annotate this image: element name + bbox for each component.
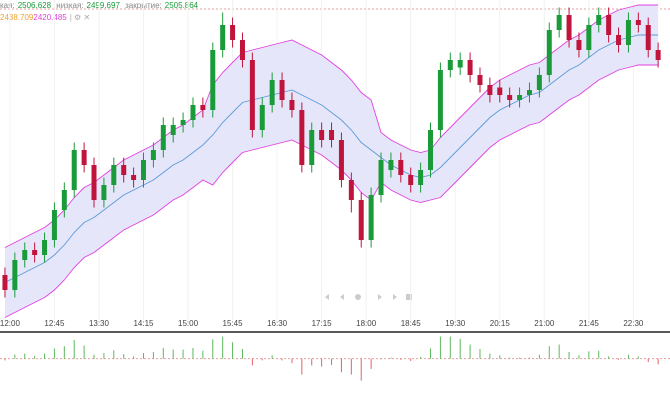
x-tick-label: 18:00 [356,319,377,328]
candle-body [289,100,295,110]
x-tick-label: 15:00 [178,319,199,328]
candle-body [329,130,335,140]
candle-body [368,195,374,240]
x-tick-label: 17:15 [312,319,333,328]
candle-body [428,130,434,170]
candle-body [200,105,206,110]
candle-body [457,60,463,68]
candle-body [269,80,275,105]
candle-body [249,60,255,130]
candle-body [616,35,622,45]
candle-body [655,50,661,60]
candle-body [309,130,315,165]
candle-body [507,95,513,100]
indicator-line [4,34,659,283]
candle-body [398,160,404,175]
nav-controls[interactable] [325,294,412,300]
indicator-icons[interactable]: | ⚙ ✕ [69,13,91,22]
candle-body [220,25,226,50]
candle-body [536,75,542,90]
candle-body [12,260,18,290]
candle-body [141,160,147,180]
candle-body [81,150,87,165]
candle-body [586,25,592,50]
plot: RATINGSFOREX12:0012:4513:3014:1515:0015:… [0,0,670,381]
candle-body [437,70,443,130]
candle-body [239,40,245,60]
candle-body [408,175,414,185]
x-tick-label: 12:00 [0,319,20,328]
candle-body [388,160,394,170]
candle-body [645,25,651,50]
indicator-header: 2438.7092420.485 | ⚙ ✕ [0,13,93,22]
candle-body [71,150,77,190]
x-tick-label: 14:15 [133,319,154,328]
candle-body [566,15,572,40]
x-tick-label: 13:30 [89,319,110,328]
indicator-value: 2420.485 [33,13,67,22]
x-tick-label: 16:30 [267,319,288,328]
header-value: 2499.697 [86,1,120,10]
candle-body [625,20,631,45]
candle-body [635,20,641,25]
candle-body [131,175,137,180]
candle-body [22,250,28,260]
candle-body [210,50,216,110]
candle-body [447,60,453,70]
candle-body [150,150,156,160]
candle-body [556,15,562,30]
x-tick-label: 19:30 [445,319,466,328]
candle-body [279,80,285,100]
header-value: 2506.628 [17,1,52,10]
band-fill [4,5,659,318]
candle-body [160,125,166,150]
candle-body [497,87,503,95]
candle-body [299,110,305,165]
x-tick-label: 18:45 [401,319,422,328]
header-value: 2505.864 [164,1,199,10]
candle-body [348,180,354,200]
candle-body [517,95,523,100]
candle-body [378,160,384,195]
x-tick-label: 15:45 [223,319,244,328]
candle-body [111,165,117,185]
header-label: кая: [0,1,15,10]
candle-body [91,165,97,200]
indicator-value: 2438.709 [0,13,34,22]
candle-body [180,120,186,125]
x-tick-label: 22:30 [623,319,644,328]
candle-body [101,185,107,200]
indicator-line [4,64,659,318]
candle-body [526,90,532,95]
candle-body [467,60,473,75]
candle-body [121,165,127,175]
candle-body [190,105,196,120]
x-tick-label: 12:45 [44,319,65,328]
candle-body [487,85,493,95]
candle-body [2,275,8,290]
candle-body [477,75,483,85]
x-tick-label: 21:00 [534,319,555,328]
candle-body [230,25,236,40]
candle-body [546,30,552,75]
x-tick-label: 20:15 [490,319,511,328]
candle-body [259,105,265,130]
candle-body [358,200,364,240]
candle-body [319,130,325,140]
candle-body [51,210,57,240]
candle-body [338,140,344,180]
candle-body [61,190,67,210]
candle-body [576,40,582,50]
candle-body [596,15,602,25]
x-tick-label: 21:45 [579,319,600,328]
header-label: низкая: [56,1,84,10]
candle-body [170,125,176,135]
candle-body [606,15,612,35]
candle-body [42,240,48,255]
candle-body [32,250,38,255]
candle-body [418,170,424,185]
